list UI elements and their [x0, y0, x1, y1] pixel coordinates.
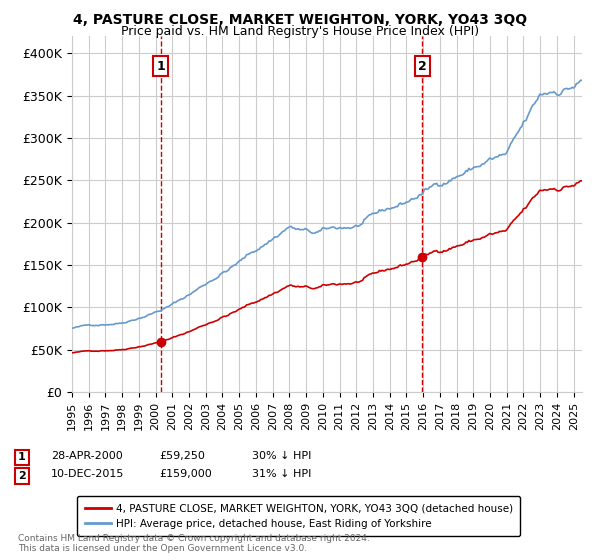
- Text: 10-DEC-2015: 10-DEC-2015: [51, 469, 124, 479]
- Text: 1: 1: [18, 452, 26, 463]
- Text: 4, PASTURE CLOSE, MARKET WEIGHTON, YORK, YO43 3QQ: 4, PASTURE CLOSE, MARKET WEIGHTON, YORK,…: [73, 13, 527, 27]
- Text: 2: 2: [418, 59, 427, 73]
- Text: £159,000: £159,000: [159, 469, 212, 479]
- Legend: 4, PASTURE CLOSE, MARKET WEIGHTON, YORK, YO43 3QQ (detached house), HPI: Average: 4, PASTURE CLOSE, MARKET WEIGHTON, YORK,…: [77, 496, 520, 536]
- Text: Price paid vs. HM Land Registry's House Price Index (HPI): Price paid vs. HM Land Registry's House …: [121, 25, 479, 38]
- Text: Contains HM Land Registry data © Crown copyright and database right 2024.
This d: Contains HM Land Registry data © Crown c…: [18, 534, 370, 553]
- Text: £59,250: £59,250: [159, 451, 205, 461]
- Text: 31% ↓ HPI: 31% ↓ HPI: [252, 469, 311, 479]
- Text: 2: 2: [18, 471, 26, 481]
- Text: 1: 1: [157, 59, 166, 73]
- Text: 30% ↓ HPI: 30% ↓ HPI: [252, 451, 311, 461]
- Text: 28-APR-2000: 28-APR-2000: [51, 451, 123, 461]
